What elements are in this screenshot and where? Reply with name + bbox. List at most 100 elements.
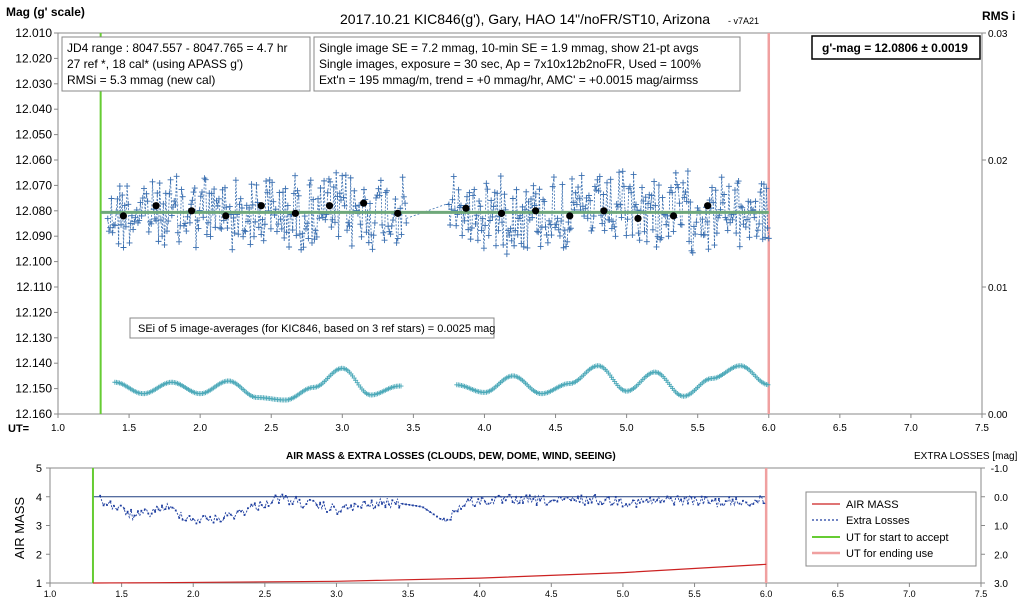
extra-losses-point [188,515,191,517]
extra-losses-point [628,503,631,506]
magnitude-point [652,202,659,209]
extra-losses-point [422,506,425,509]
magnitude-point [535,229,542,236]
legend-label-end: UT for ending use [846,548,933,560]
extra-losses-point [573,499,576,502]
magnitude-point [747,199,754,206]
bottom-x-tick-label: 7.0 [903,589,916,599]
extra-losses-point [360,506,363,509]
extra-losses-point [563,498,566,501]
average-point [152,202,160,210]
bottom-y2-tick-label: 0.0 [994,493,1008,504]
magnitude-point [479,215,486,222]
magnitude-point [659,194,666,201]
magnitude-point [208,190,215,197]
extra-losses-line [99,493,766,525]
magnitude-point [335,233,342,240]
extra-losses-point [212,521,215,524]
magnitude-point [623,232,630,239]
top-y-tick-label: 12.070 [15,178,52,192]
magnitude-point [760,181,767,188]
extra-losses-point [288,503,291,506]
magnitude-point [178,186,185,193]
magnitude-point [328,224,335,231]
magnitude-point [485,232,492,239]
magnitude-point [182,220,189,227]
magnitude-point [500,241,507,248]
magnitude-point [640,198,647,205]
extra-losses-point [717,497,720,500]
extra-losses-point [370,499,373,502]
top-y-tick-label: 12.080 [15,204,52,218]
magnitude-point [156,180,163,187]
average-point [704,202,712,210]
magnitude-point [601,227,608,234]
top-x-tick-label: 7.0 [904,423,918,434]
sei-note-frame [129,317,495,339]
extra-losses-point [700,495,703,498]
magnitude-point [244,218,251,225]
info-box-exposure-line-1: Single image SE = 7.2 mmag, 10-min SE = … [319,41,699,55]
magnitude-point [380,229,387,236]
magnitude-point [447,222,454,229]
magnitude-point [751,214,758,221]
magnitude-point [478,227,485,234]
magnitude-point [331,219,338,226]
magnitude-point [264,189,271,196]
extra-losses-point [618,499,621,501]
magnitude-point [756,220,763,227]
magnitude-point [115,240,122,247]
magnitude-point [581,213,588,220]
extra-losses-series [99,493,766,525]
bottom-legend: AIR MASS Extra Losses UT for start to ac… [805,491,977,567]
magnitude-point [507,225,514,232]
magnitude-point [611,223,618,230]
magnitude-point [530,182,537,189]
magnitude-point [223,204,230,211]
average-point [462,204,470,212]
extra-losses-point [535,504,538,506]
magnitude-point [641,228,648,235]
magnitude-point [200,214,207,221]
extra-losses-point [106,504,108,506]
magnitude-point [258,231,265,238]
extra-losses-point [336,513,339,515]
magnitude-point [235,231,242,238]
extra-losses-point [645,498,648,501]
magnitude-point [144,198,151,205]
extra-losses-point [140,509,143,512]
magnitude-point [217,224,224,231]
magnitude-point [556,232,563,239]
extra-losses-point [398,506,401,509]
extra-losses-point [704,496,707,498]
extra-losses-point [391,499,394,502]
extra-losses-point [518,501,521,504]
bottom-x-tick-label: 3.0 [330,589,343,599]
extra-losses-point [185,519,187,522]
magnitude-point [711,242,718,249]
extra-losses-point [556,500,559,503]
magnitude-point [255,224,262,231]
extra-losses-point [192,518,194,520]
magnitude-point [379,221,386,228]
top-x-tick-label: 5.0 [620,423,634,434]
magnitude-point [179,193,186,200]
magnitude-point [532,190,539,197]
extra-losses-point [652,498,655,501]
magnitude-point [184,213,191,220]
extra-losses-point [714,497,717,500]
extra-losses-point [669,497,672,499]
magnitude-point [680,179,687,186]
extra-losses-point [154,510,157,513]
extra-losses-point [222,517,225,520]
legend-label-airmass: AIR MASS [846,499,899,511]
extra-losses-point [759,495,762,498]
magnitude-point [333,169,340,176]
average-point [669,212,678,220]
extra-losses-point [415,505,418,507]
top-chart-title: 2017.10.21 KIC846(g'), Gary, HAO 14"/noF… [340,11,710,27]
magnitude-point [188,201,195,208]
magnitude-point [192,244,199,251]
extra-losses-point [611,503,614,506]
extra-losses-point [240,510,242,513]
